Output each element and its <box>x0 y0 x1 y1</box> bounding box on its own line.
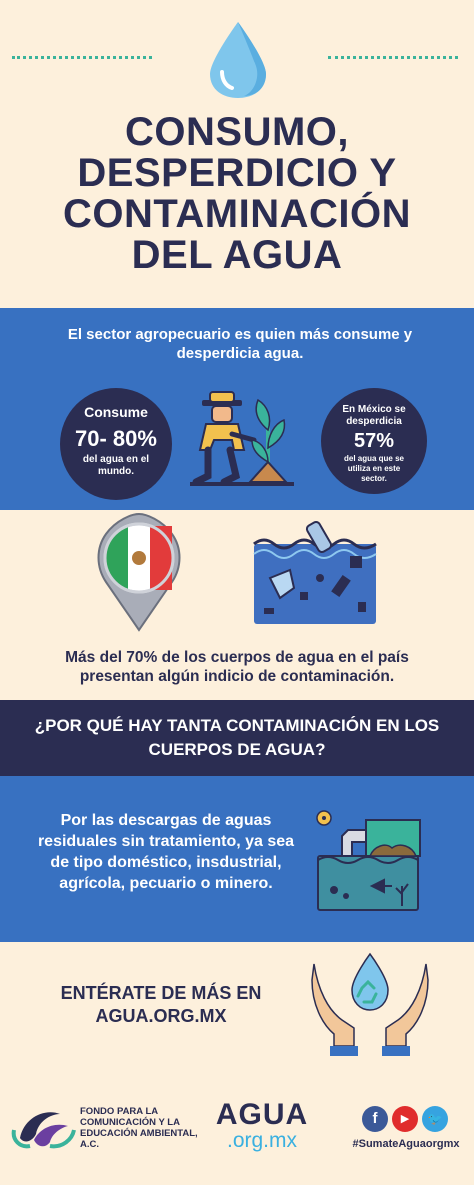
title-line-3: CONTAMINACIÓN <box>63 192 411 236</box>
agua-logo-top: AGUA <box>215 1098 309 1131</box>
hands-recycle-drop-icon <box>311 952 429 1056</box>
fondo-logo-icon <box>11 1112 76 1149</box>
contamination-text: Más del 70% de los cuerpos de agua en el… <box>65 649 409 685</box>
water-drop-icon <box>210 22 266 98</box>
question-heading: ¿POR QUÉ HAY TANTA CONTAMINACIÓN EN LOS … <box>34 716 440 759</box>
question-band <box>0 700 474 776</box>
polluted-ocean-icon <box>253 520 377 624</box>
waste-detail: del agua que se utiliza en este sector. <box>343 454 405 483</box>
learn-more-text: ENTÉRATE DE MÁS EN AGUA.ORG.MX <box>60 983 262 1026</box>
wastewater-discharge-icon <box>316 810 421 911</box>
fondo-org-name: FONDO PARA LA COMUNICACIÓN Y LA EDUCACIÓ… <box>80 1106 198 1150</box>
title-line-4: DEL AGUA <box>131 233 343 277</box>
mexico-flag-pin-icon <box>97 512 181 632</box>
agua-logo-bottom: .org.mx <box>226 1129 297 1152</box>
twitter-icon[interactable]: 🐦 <box>422 1106 448 1132</box>
consumption-label: Consume <box>84 404 148 420</box>
dotted-divider-right <box>328 56 458 59</box>
consumption-detail: del agua en el mundo. <box>82 454 150 477</box>
waste-circle: En México se desperdicia 57% del agua qu… <box>321 388 427 494</box>
consumption-percent: 70- 80% <box>75 426 157 451</box>
facebook-icon[interactable]: f <box>362 1106 388 1132</box>
title-line-1: CONSUMO, <box>125 110 349 154</box>
waste-label: En México se desperdicia <box>342 404 406 427</box>
title-line-2: DESPERDICIO Y <box>77 151 397 195</box>
waste-percent: 57% <box>353 430 395 452</box>
agriculture-text: El sector agropecuario es quien más cons… <box>67 326 413 362</box>
farmer-icon <box>190 391 294 486</box>
social-icons: f ▶ 🐦 <box>362 1106 462 1136</box>
youtube-icon[interactable]: ▶ <box>392 1106 418 1132</box>
consumption-circle: Consume 70- 80% del agua en el mundo. <box>60 388 172 500</box>
wastewater-text: Por las descargas de aguas residuales si… <box>37 812 295 892</box>
page-title: CONSUMO, DESPERDICIO Y CONTAMINACIÓN DEL… <box>10 112 464 276</box>
agua-org-logo[interactable]: AGUA .org.mx <box>212 1098 312 1152</box>
dotted-divider-left <box>12 56 152 59</box>
hashtag: #SumateAguaorgmx <box>352 1138 460 1150</box>
